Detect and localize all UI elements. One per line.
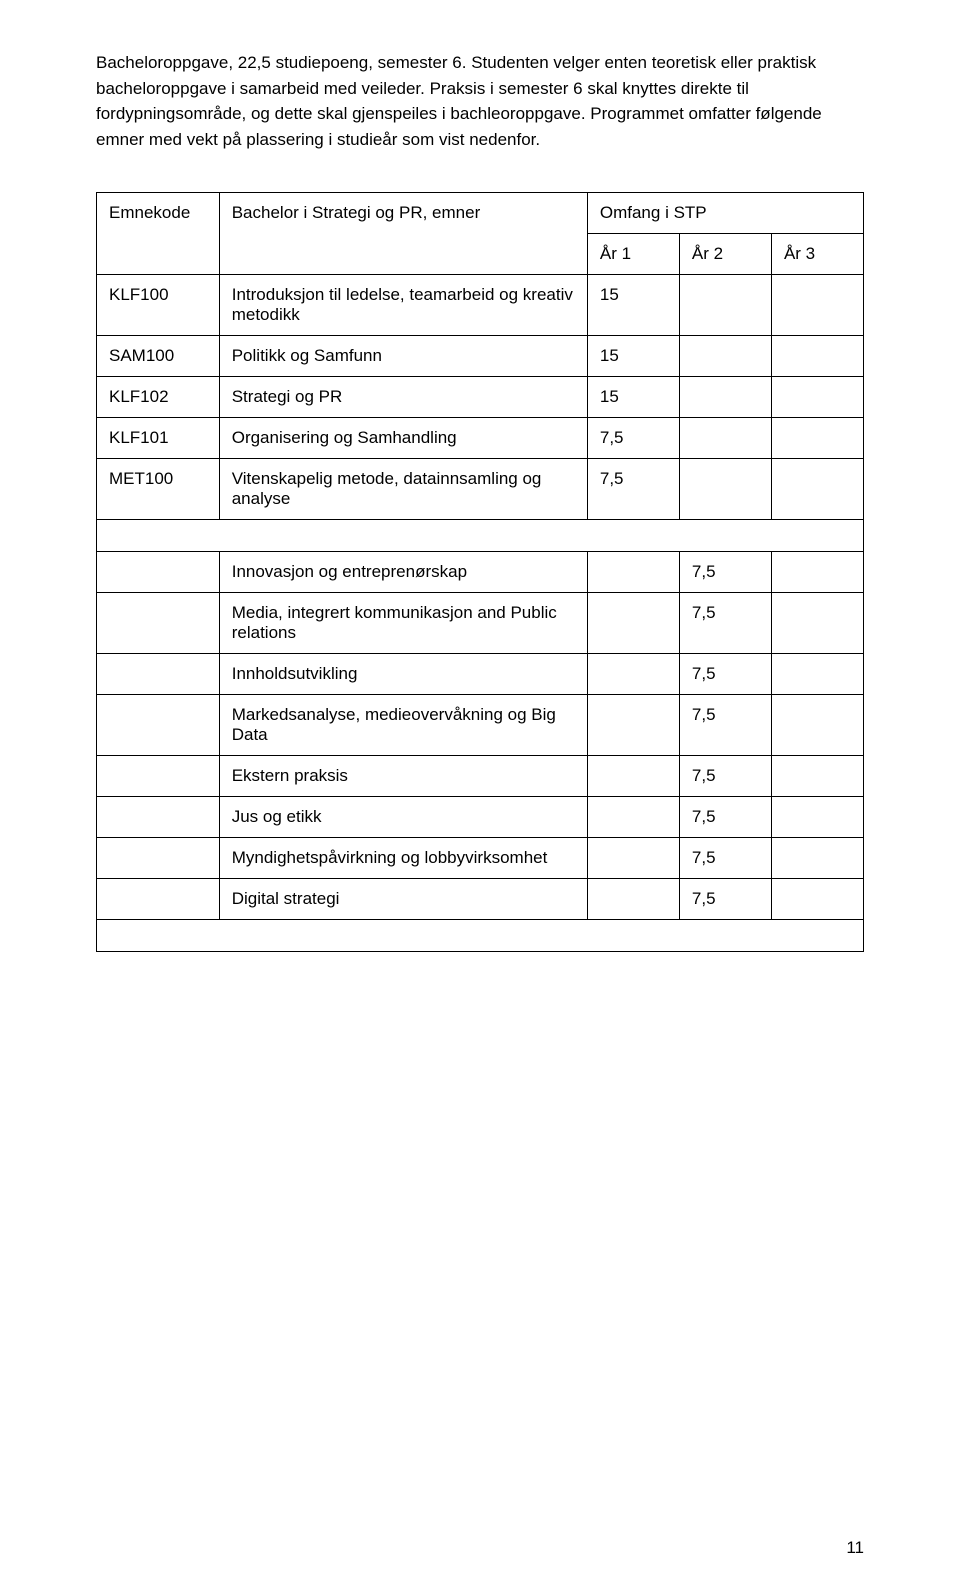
table-row: Jus og etikk 7,5 [97,797,864,838]
cell-y3 [771,336,863,377]
table-row: SAM100 Politikk og Samfunn 15 [97,336,864,377]
cell-y3 [771,552,863,593]
cell-code: KLF100 [97,275,220,336]
cell-y3 [771,879,863,920]
cell-y1: 7,5 [587,418,679,459]
cell-y1 [587,552,679,593]
cell-y1 [587,838,679,879]
cell-subject: Strategi og PR [219,377,587,418]
cell-y2 [679,377,771,418]
cell-subject: Innovasjon og entreprenørskap [219,552,587,593]
cell-subject: Politikk og Samfunn [219,336,587,377]
cell-subject: Ekstern praksis [219,756,587,797]
cell-y2: 7,5 [679,756,771,797]
page-number: 11 [846,1538,864,1558]
cell-y2: 7,5 [679,879,771,920]
cell-subject: Organisering og Samhandling [219,418,587,459]
cell-code [97,552,220,593]
cell-subject: Jus og etikk [219,797,587,838]
cell-y3 [771,459,863,520]
table-row: Innovasjon og entreprenørskap 7,5 [97,552,864,593]
cell-y1 [587,654,679,695]
table-row: KLF100 Introduksjon til ledelse, teamarb… [97,275,864,336]
cell-y1 [587,797,679,838]
table-spacer-row [97,920,864,952]
table-spacer-row [97,520,864,552]
cell-subject: Vitenskapelig metode, datainnsamling og … [219,459,587,520]
cell-y1 [587,756,679,797]
cell-y3 [771,756,863,797]
cell-y3 [771,275,863,336]
table-row: Media, integrert kommunikasjon and Publi… [97,593,864,654]
course-table: Emnekode Bachelor i Strategi og PR, emne… [96,192,864,952]
cell-y3 [771,838,863,879]
cell-subject: Myndighetspåvirkning og lobbyvirksomhet [219,838,587,879]
cell-y2: 7,5 [679,593,771,654]
cell-code: KLF101 [97,418,220,459]
cell-y2: 7,5 [679,695,771,756]
header-year2: År 2 [679,234,771,275]
header-year3: År 3 [771,234,863,275]
table-row: KLF101 Organisering og Samhandling 7,5 [97,418,864,459]
cell-y1 [587,695,679,756]
cell-code [97,756,220,797]
header-emnekode: Emnekode [97,193,220,275]
cell-code [97,654,220,695]
cell-y2: 7,5 [679,838,771,879]
cell-y1 [587,593,679,654]
table-header-row: Emnekode Bachelor i Strategi og PR, emne… [97,193,864,234]
cell-code: KLF102 [97,377,220,418]
cell-y3 [771,377,863,418]
cell-y3 [771,418,863,459]
cell-subject: Markedsanalyse, medieovervåkning og Big … [219,695,587,756]
cell-code [97,695,220,756]
cell-y1: 15 [587,336,679,377]
cell-code: SAM100 [97,336,220,377]
table-row: Markedsanalyse, medieovervåkning og Big … [97,695,864,756]
cell-y2 [679,275,771,336]
cell-code [97,838,220,879]
cell-y2: 7,5 [679,797,771,838]
intro-paragraph: Bacheloroppgave, 22,5 studiepoeng, semes… [96,50,864,152]
cell-subject: Media, integrert kommunikasjon and Publi… [219,593,587,654]
header-omfang: Omfang i STP [587,193,863,234]
cell-y2: 7,5 [679,654,771,695]
table-row: KLF102 Strategi og PR 15 [97,377,864,418]
table-row: Innholdsutvikling 7,5 [97,654,864,695]
cell-y2 [679,418,771,459]
cell-code: MET100 [97,459,220,520]
table-row: Ekstern praksis 7,5 [97,756,864,797]
table-row: Myndighetspåvirkning og lobbyvirksomhet … [97,838,864,879]
table-row: MET100 Vitenskapelig metode, datainnsaml… [97,459,864,520]
cell-y2: 7,5 [679,552,771,593]
cell-y1: 15 [587,275,679,336]
cell-y1: 7,5 [587,459,679,520]
table-row: Digital strategi 7,5 [97,879,864,920]
cell-subject: Digital strategi [219,879,587,920]
cell-code [97,797,220,838]
cell-y1: 15 [587,377,679,418]
cell-y2 [679,336,771,377]
cell-y3 [771,654,863,695]
cell-subject: Innholdsutvikling [219,654,587,695]
cell-code [97,593,220,654]
spacer-cell [97,920,864,952]
cell-y3 [771,797,863,838]
header-subject: Bachelor i Strategi og PR, emner [219,193,587,275]
header-year1: År 1 [587,234,679,275]
cell-y3 [771,695,863,756]
cell-subject: Introduksjon til ledelse, teamarbeid og … [219,275,587,336]
spacer-cell [97,520,864,552]
cell-y2 [679,459,771,520]
cell-y1 [587,879,679,920]
cell-y3 [771,593,863,654]
cell-code [97,879,220,920]
